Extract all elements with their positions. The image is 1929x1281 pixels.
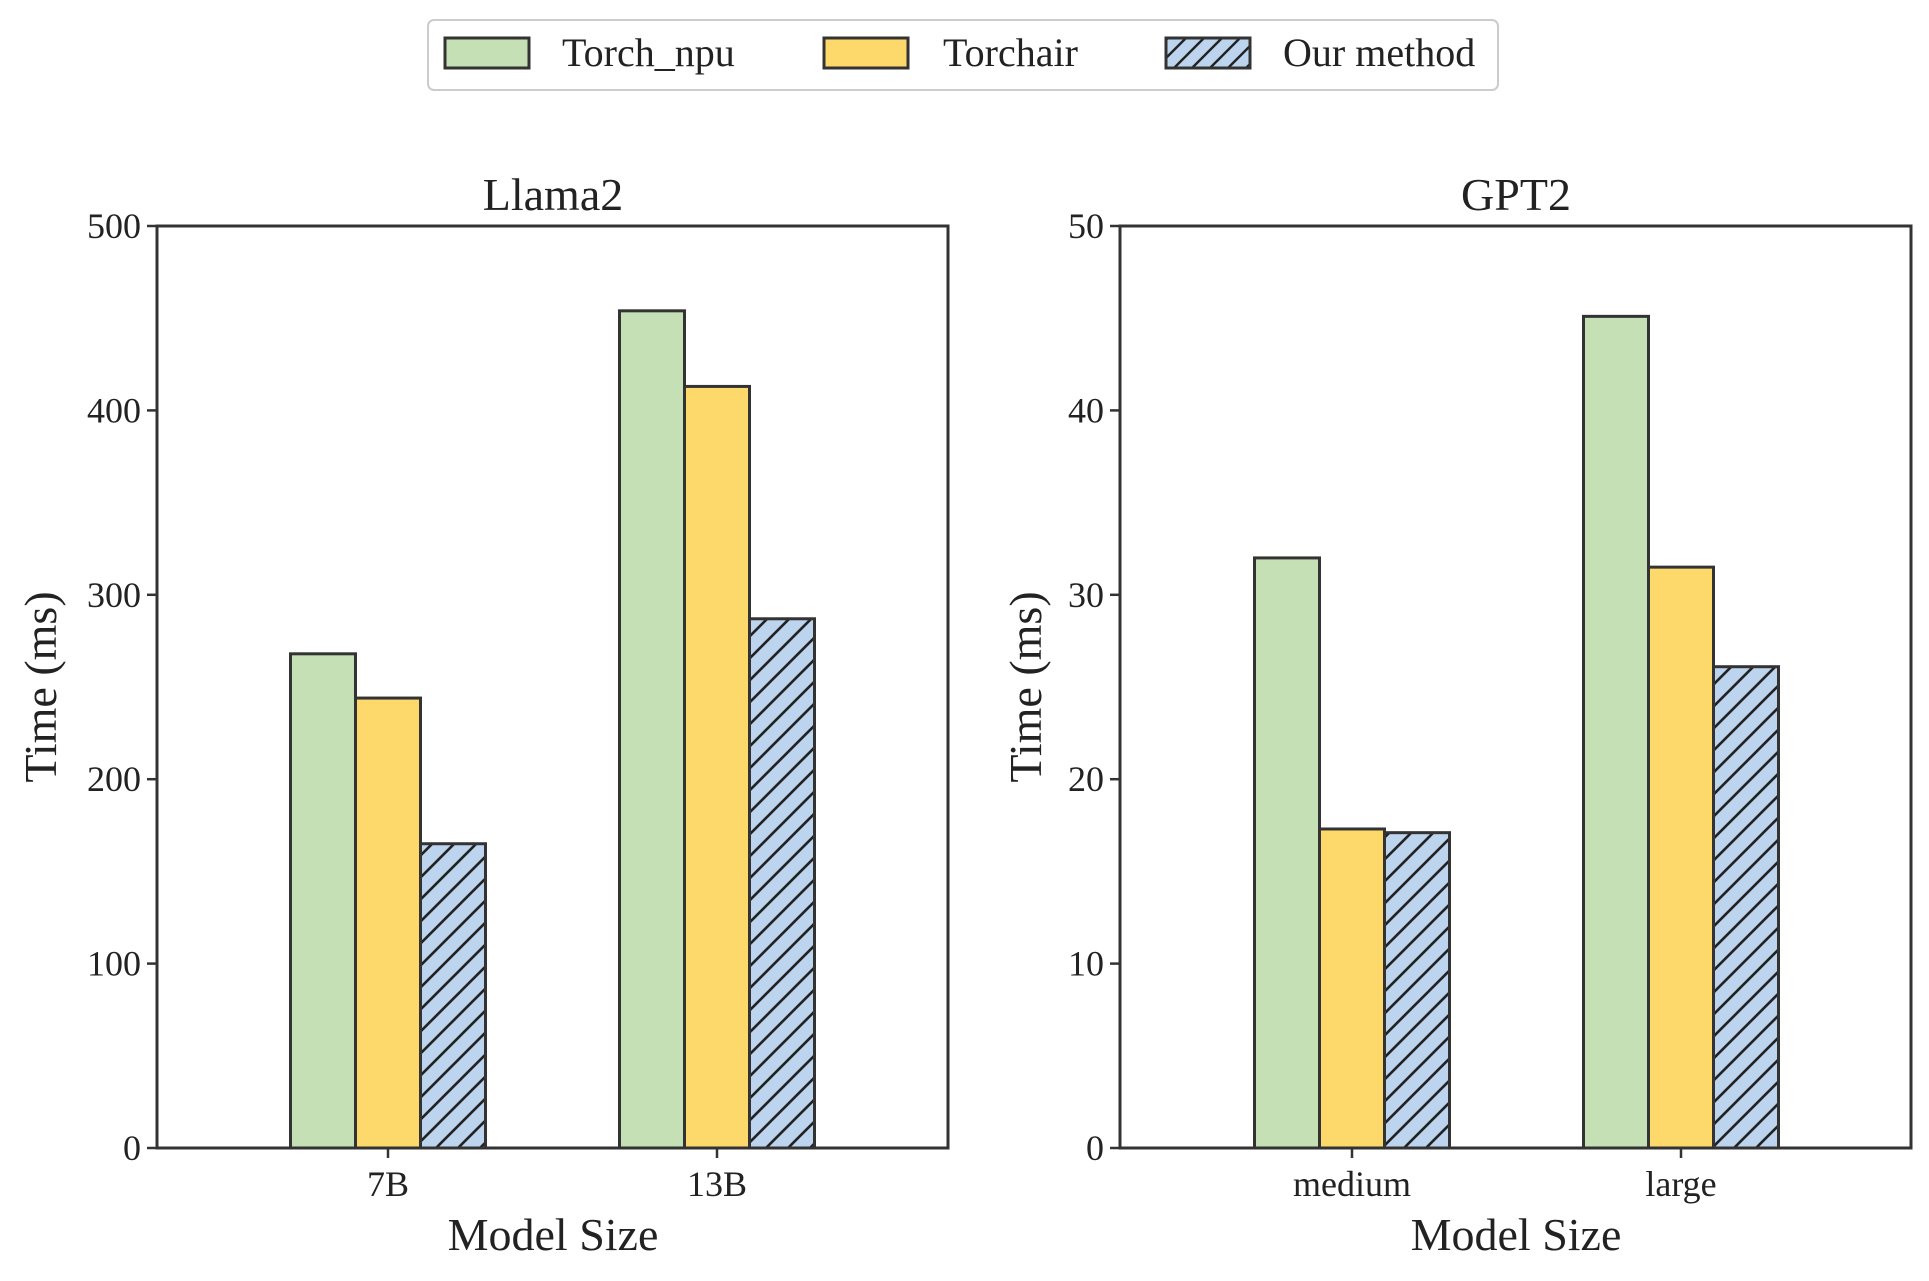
bar-our-method-medium (1383, 831, 1451, 1150)
legend-label-torch-npu: Torch_npu (562, 30, 735, 75)
legend-swatch-torchair (822, 36, 910, 70)
plot-frame (155, 224, 950, 1150)
bar-torchair-7b (354, 696, 422, 1150)
bar-torch-npu-13b (618, 309, 686, 1150)
y-tick-label: 50 (1068, 206, 1104, 246)
legend: Torch_npu Torchair Our method (427, 19, 1499, 91)
bars (289, 309, 816, 1150)
y-tick-label: 100 (87, 944, 141, 984)
y-ticks: 0 100 200 300 400 500 (87, 206, 157, 1168)
legend-swatch-torch-npu (443, 36, 531, 70)
bars (1253, 314, 1780, 1150)
y-tick-label: 20 (1068, 759, 1104, 799)
bar-our-method-large (1712, 665, 1780, 1150)
x-ticks: medium large (1293, 1148, 1717, 1204)
chart-panel-llama2: Llama2 0 100 200 300 400 500 7B 13B Model Size… (15, 169, 950, 1260)
x-tick-label: 7B (367, 1164, 409, 1204)
bar-torch-npu-7b (289, 652, 357, 1150)
x-ticks: 7B 13B (367, 1148, 747, 1204)
bar-torchair-13b (683, 384, 751, 1150)
y-tick-label: 500 (87, 206, 141, 246)
y-tick-label: 40 (1068, 390, 1104, 430)
chart-title: GPT2 (1461, 169, 1571, 220)
y-tick-label: 10 (1068, 944, 1104, 984)
bar-our-method-13b (748, 617, 816, 1150)
y-tick-label: 30 (1068, 575, 1104, 615)
bar-torchair-medium (1318, 827, 1386, 1150)
x-tick-label: 13B (687, 1164, 747, 1204)
bar-our-method-7b (419, 842, 487, 1150)
y-ticks: 0 10 20 30 40 50 (1068, 206, 1120, 1168)
chart-title: Llama2 (483, 169, 624, 220)
bar-torch-npu-medium (1253, 556, 1321, 1150)
y-tick-label: 300 (87, 575, 141, 615)
legend-swatch-our-method (1164, 36, 1252, 70)
legend-label-our-method: Our method (1283, 30, 1475, 75)
x-tick-label: large (1645, 1164, 1716, 1204)
x-tick-label: medium (1293, 1164, 1411, 1204)
y-tick-label: 400 (87, 390, 141, 430)
plot-frame (1118, 224, 1913, 1150)
y-axis-label: Time (ms) (15, 591, 66, 782)
x-axis-label: Model Size (1411, 1209, 1622, 1260)
y-tick-label: 0 (123, 1128, 141, 1168)
y-axis-label: Time (ms) (1000, 591, 1051, 782)
x-axis-label: Model Size (448, 1209, 659, 1260)
bar-torchair-large (1647, 565, 1715, 1150)
legend-label-torchair: Torchair (943, 30, 1078, 75)
bar-torch-npu-large (1582, 314, 1650, 1150)
y-tick-label: 200 (87, 759, 141, 799)
y-tick-label: 0 (1086, 1128, 1104, 1168)
